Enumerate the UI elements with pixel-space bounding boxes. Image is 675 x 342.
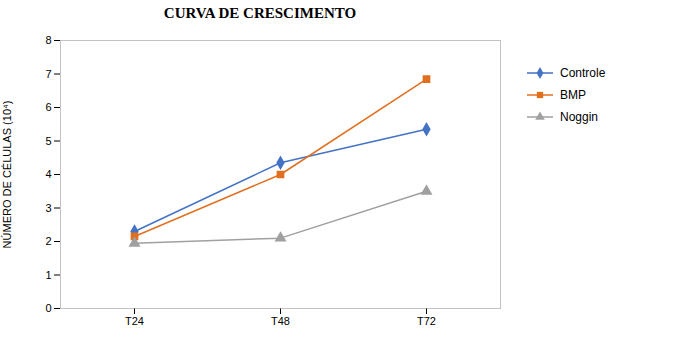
- svg-text:7: 7: [45, 68, 51, 80]
- svg-text:2: 2: [45, 235, 51, 247]
- svg-text:5: 5: [45, 135, 51, 147]
- svg-text:NÚMERO DE CÉLULAS (10⁴): NÚMERO DE CÉLULAS (10⁴): [1, 101, 13, 249]
- html-text:BMP: BMP: [560, 88, 586, 102]
- svg-text:3: 3: [45, 202, 51, 214]
- svg-text:T24: T24: [125, 315, 144, 327]
- svg-text:T72: T72: [417, 315, 436, 327]
- svg-text:8: 8: [45, 34, 51, 46]
- svg-text:T48: T48: [271, 315, 290, 327]
- html-text:Controle: Controle: [560, 66, 606, 80]
- html-text:Noggin: Noggin: [560, 110, 598, 124]
- svg-text:6: 6: [45, 101, 51, 113]
- html-text:CURVA DE CRESCIMENTO: CURVA DE CRESCIMENTO: [163, 5, 357, 21]
- svg-text:1: 1: [45, 269, 51, 281]
- svg-text:4: 4: [45, 168, 51, 180]
- svg-text:0: 0: [45, 302, 51, 314]
